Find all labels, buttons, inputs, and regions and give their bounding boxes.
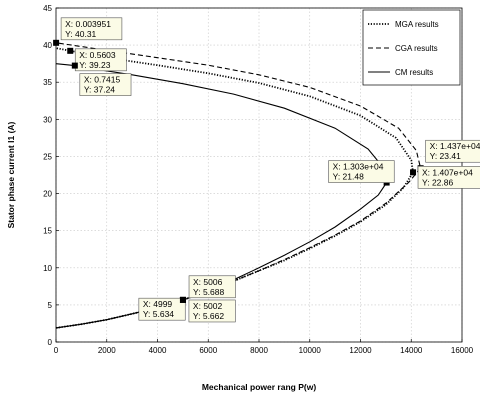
y-tick-label: 25 bbox=[43, 152, 52, 161]
datatip-box bbox=[74, 48, 127, 72]
x-tick-label: 14000 bbox=[400, 346, 423, 355]
datatip-x-text: X: 5002 bbox=[193, 301, 223, 311]
x-tick-label: 4000 bbox=[149, 346, 167, 355]
datatip-y-text: Y: 5.662 bbox=[193, 311, 224, 321]
datatip-x-text: X: 5006 bbox=[193, 277, 223, 287]
datatip: X: 1.437e+04Y: 23.41 bbox=[417, 139, 480, 172]
datatip-box bbox=[79, 73, 132, 96]
datatip-box bbox=[417, 166, 480, 189]
datatip-x-text: X: 0.003951 bbox=[65, 19, 111, 29]
datatip-x-text: X: 4999 bbox=[143, 299, 173, 309]
datatip-marker bbox=[71, 62, 78, 69]
datatip-box bbox=[328, 160, 395, 183]
datatip-x-text: X: 0.7415 bbox=[84, 75, 121, 85]
datatip-box bbox=[188, 275, 236, 299]
y-tick-label: 35 bbox=[43, 78, 52, 87]
datatip-marker bbox=[67, 47, 74, 54]
datatip-x-text: X: 0.5603 bbox=[79, 50, 116, 60]
y-tick-label: 15 bbox=[43, 227, 52, 236]
datatip-marker bbox=[179, 296, 186, 303]
x-tick-label: 6000 bbox=[199, 346, 217, 355]
datatip-box bbox=[425, 139, 480, 163]
datatip-box bbox=[188, 299, 236, 323]
datatip-y-text: Y: 39.23 bbox=[79, 60, 110, 70]
datatip-x-text: X: 1.437e+04 bbox=[430, 141, 480, 151]
y-tick-label: 30 bbox=[43, 115, 52, 124]
legend-label: CM results bbox=[395, 68, 433, 77]
datatip-y-text: Y: 23.41 bbox=[430, 151, 461, 161]
datatip: X: 1.407e+04Y: 22.86 bbox=[410, 166, 480, 189]
datatip-y-text: Y: 21.48 bbox=[333, 172, 364, 182]
x-tick-label: 8000 bbox=[250, 346, 268, 355]
x-tick-label: 0 bbox=[54, 346, 59, 355]
x-tick-label: 10000 bbox=[299, 346, 322, 355]
y-tick-label: 10 bbox=[43, 264, 52, 273]
datatip-y-text: Y: 40.31 bbox=[65, 29, 96, 39]
datatip-x-text: X: 1.303e+04 bbox=[333, 162, 384, 172]
datatip-x-text: X: 1.407e+04 bbox=[422, 167, 473, 177]
y-tick-label: 40 bbox=[43, 41, 52, 50]
x-tick-label: 2000 bbox=[98, 346, 116, 355]
y-tick-label: 0 bbox=[48, 338, 53, 347]
datatip-y-text: Y: 37.24 bbox=[84, 85, 115, 95]
series-line-cga-results bbox=[55, 42, 422, 329]
legend-label: CGA results bbox=[395, 44, 438, 53]
x-axis-label: Mechanical power rang P(w) bbox=[202, 382, 316, 392]
x-tick-label: 12000 bbox=[349, 346, 372, 355]
datatip-marker bbox=[410, 169, 417, 176]
datatip: X: 1.303e+04Y: 21.48 bbox=[328, 160, 395, 186]
y-tick-label: 5 bbox=[48, 301, 53, 310]
x-tick-label: 16000 bbox=[451, 346, 474, 355]
series-line-mga-results bbox=[55, 47, 414, 329]
datatip-box bbox=[138, 297, 186, 321]
datatip-y-text: Y: 22.86 bbox=[422, 177, 453, 187]
y-axis-label: Stator phase current I1 (A) bbox=[6, 121, 16, 228]
datatip-y-text: Y: 5.688 bbox=[193, 287, 224, 297]
legend: MGA results CGA results CM results bbox=[362, 9, 461, 86]
y-tick-label: 20 bbox=[43, 190, 52, 199]
datatip-box bbox=[60, 17, 123, 41]
axis-ticks: 0 2000 4000 6000 8000 10000 12000 14000 16000 0 5 1… bbox=[43, 4, 474, 355]
legend-label: MGA results bbox=[395, 20, 439, 29]
datatip-marker bbox=[53, 39, 60, 46]
datatip-y-text: Y: 5.634 bbox=[143, 309, 174, 319]
y-tick-label: 45 bbox=[43, 4, 52, 13]
